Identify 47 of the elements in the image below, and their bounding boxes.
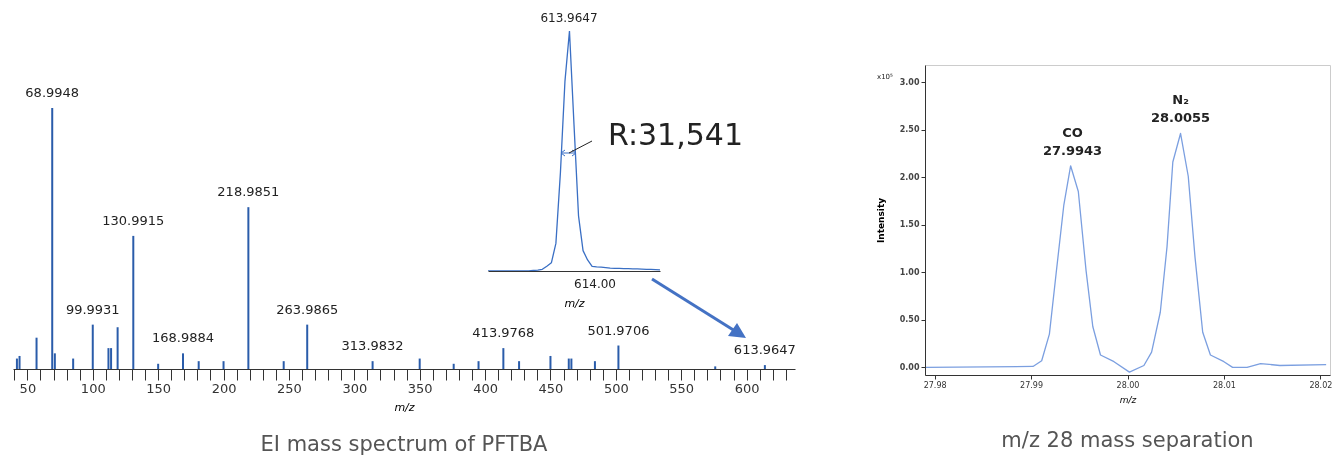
- x-tick-label: 28.00: [1116, 380, 1140, 390]
- annotation: 130.9915: [102, 212, 165, 228]
- y-tick-label: 0.00: [899, 362, 920, 372]
- annotation: 413.9768: [472, 325, 535, 341]
- x-tick-label: 27.98: [923, 380, 947, 390]
- text: m/z 28 mass separation: [1001, 428, 1254, 452]
- y-axis-title: Intensity: [875, 197, 886, 244]
- y-tick-label: 2.50: [899, 125, 920, 135]
- annotation: CO: [1062, 124, 1083, 140]
- annotation: R:31,541: [608, 117, 743, 152]
- x-tick-label: 27.99: [1020, 380, 1044, 390]
- y-tick-label: 1.00: [899, 267, 920, 277]
- y-tick-label: 2.00: [899, 172, 920, 182]
- annotation: 501.9706: [587, 322, 650, 338]
- annotation: 168.9884: [151, 330, 214, 346]
- x-tick-label: 100: [80, 380, 106, 396]
- annotation: 263.9865: [276, 301, 339, 317]
- annotation: 313.9832: [341, 338, 404, 354]
- x-tick-label: 350: [407, 380, 433, 396]
- annotation: 614.00: [574, 277, 616, 291]
- x-axis-title: m/z: [564, 296, 585, 310]
- x-tick-label: 28.01: [1212, 380, 1236, 390]
- x-axis-title: m/z: [394, 400, 415, 414]
- annotation: N₂: [1172, 92, 1189, 108]
- x-tick-label: 500: [603, 380, 629, 396]
- x-tick-label: 550: [669, 380, 695, 396]
- annotation: 68.9948: [25, 85, 80, 100]
- x-tick-label: 600: [734, 380, 760, 396]
- x-axis-title: m/z: [1119, 394, 1137, 405]
- x-tick-label: 450: [538, 380, 564, 396]
- annotation: 99.9931: [65, 301, 120, 317]
- annotation: 28.0055: [1150, 110, 1211, 126]
- x-tick-label: 150: [146, 380, 172, 396]
- x-tick-label: 200: [211, 380, 237, 396]
- annotation: 613.9647: [733, 342, 796, 358]
- y-tick-label: 0.50: [899, 315, 920, 325]
- x-tick-label: 300: [342, 380, 368, 396]
- y-tick-label: 3.00: [899, 77, 920, 87]
- text: 613.9647: [540, 11, 598, 25]
- y-tick-label: 1.50: [899, 220, 920, 230]
- x-tick-label: 250: [277, 380, 302, 396]
- annotation: 218.9851: [217, 184, 280, 200]
- text: EI mass spectrum of PFTBA: [260, 432, 549, 456]
- x-tick-label: 400: [473, 380, 498, 396]
- x-tick-label: 28.02: [1309, 380, 1333, 390]
- x-tick-label: 50: [19, 380, 37, 396]
- annotation: 27.9943: [1042, 142, 1103, 158]
